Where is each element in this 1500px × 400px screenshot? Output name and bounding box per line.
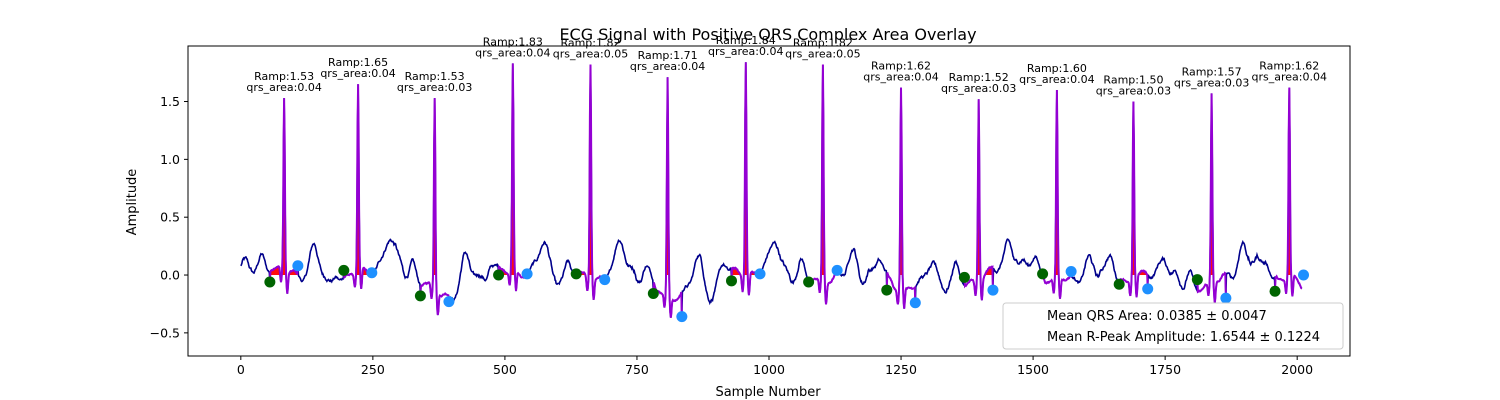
y-tick-label: 1.5 (160, 94, 180, 109)
qrs-onset-marker (881, 284, 893, 296)
qrs-offset-marker (831, 264, 843, 276)
qrs-area-label: qrs_area:0.04 (708, 45, 783, 58)
x-tick-label: 500 (493, 362, 517, 377)
qrs-offset-marker (676, 311, 688, 323)
ecg-signal-line (240, 62, 1303, 318)
r-amplitude-label: Ramp:1.83 (483, 35, 543, 48)
qrs-area-label: qrs_area:0.04 (1019, 73, 1094, 86)
r-amplitude-label: Ramp:1.52 (949, 71, 1009, 84)
legend-entry-r-peak-amplitude: Mean R-Peak Amplitude: 1.6544 ± 0.1224 (1047, 330, 1320, 345)
qrs-segment-line (885, 87, 917, 309)
qrs-segment-line (1041, 89, 1073, 299)
y-tick-label: 1.0 (160, 152, 180, 167)
qrs-offset-marker (1298, 269, 1310, 281)
qrs-area-label: qrs_area:0.04 (630, 60, 705, 73)
r-amplitude-label: Ramp:1.53 (254, 70, 314, 83)
legend-entry-qrs-area: Mean QRS Area: 0.0385 ± 0.0047 (1047, 309, 1267, 324)
r-amplitude-label: Ramp:1.50 (1103, 74, 1163, 87)
qrs-onset-marker (570, 268, 582, 280)
qrs-area-label: qrs_area:0.03 (1096, 85, 1171, 98)
y-tick-label: 0.0 (160, 268, 180, 283)
legend: Mean QRS Area: 0.0385 ± 0.0047 Mean R-Pe… (1002, 302, 1344, 350)
qrs-onset-marker (958, 271, 970, 283)
qrs-onset-marker (1113, 278, 1125, 290)
qrs-area-label: qrs_area:0.05 (785, 48, 860, 61)
qrs-area-label: qrs_area:0.04 (246, 81, 321, 94)
qrs-area-label: qrs_area:0.03 (1174, 76, 1249, 89)
qrs-area-label: qrs_area:0.04 (475, 46, 550, 59)
r-amplitude-label: Ramp:1.62 (871, 60, 931, 73)
x-tick-label: 1250 (885, 362, 917, 377)
r-amplitude-label: Ramp:1.60 (1027, 62, 1087, 75)
x-tick-label: 250 (361, 362, 385, 377)
r-amplitude-label: Ramp:1.62 (1259, 60, 1319, 73)
qrs-area-label: qrs_area:0.04 (320, 67, 395, 80)
qrs-onset-marker (1269, 285, 1281, 297)
x-tick-label: 1000 (753, 362, 785, 377)
qrs-onset-marker (803, 276, 815, 288)
r-amplitude-label: Ramp:1.57 (1182, 65, 1242, 78)
qrs-area-label: qrs_area:0.04 (1252, 71, 1327, 84)
r-amplitude-label: Ramp:1.84 (716, 34, 776, 47)
x-tick-label: 1500 (1017, 362, 1049, 377)
qrs-onset-marker (264, 276, 276, 288)
y-tick-label: −0.5 (150, 325, 180, 340)
qrs-onset-marker (1191, 274, 1203, 286)
qrs-area-label: qrs_area:0.05 (553, 48, 628, 61)
qrs-segment-line (1118, 101, 1149, 298)
qrs-segment-line (1274, 87, 1303, 297)
y-axis-label: Amplitude (125, 169, 140, 236)
x-tick-label: 0 (237, 362, 245, 377)
qrs-segment-line (1196, 93, 1227, 304)
qrs-offset-marker (443, 296, 455, 308)
legend-box (1002, 302, 1344, 350)
qrs-onset-marker (493, 269, 505, 281)
qrs-offset-marker (1220, 292, 1232, 304)
x-tick-label: 750 (625, 362, 649, 377)
qrs-segment-line (963, 99, 994, 301)
qrs-segment-line (419, 98, 450, 316)
qrs-offset-marker (1142, 283, 1154, 295)
qrs-area-label: qrs_area:0.03 (397, 81, 472, 94)
qrs-offset-marker (1065, 266, 1077, 278)
qrs-offset-marker (292, 260, 304, 272)
qrs-area-label: qrs_area:0.03 (941, 82, 1016, 95)
qrs-segment-line (652, 77, 683, 318)
qrs-onset-marker (414, 290, 426, 302)
x-axis-label: Sample Number (715, 385, 821, 400)
qrs-onset-marker (647, 288, 659, 300)
qrs-segment-line (497, 63, 529, 292)
qrs-offset-marker (521, 268, 533, 280)
x-tick-label: 2000 (1281, 362, 1313, 377)
qrs-offset-marker (909, 297, 921, 309)
chart-title: ECG Signal with Positive QRS Complex Are… (559, 25, 976, 44)
qrs-offset-marker (366, 267, 378, 279)
qrs-onset-marker (1037, 268, 1049, 280)
qrs-offset-marker (754, 268, 766, 280)
plot-layer: Ramp:1.53qrs_area:0.04Ramp:1.65qrs_area:… (150, 34, 1351, 377)
qrs-offset-marker (599, 274, 611, 286)
y-tick-label: 0.5 (160, 210, 180, 225)
qrs-onset-marker (338, 264, 350, 276)
r-amplitude-label: Ramp:1.71 (638, 49, 698, 62)
r-amplitude-label: Ramp:1.53 (405, 70, 465, 83)
x-tick-label: 1750 (1149, 362, 1181, 377)
r-amplitude-label: Ramp:1.65 (328, 56, 388, 69)
qrs-area-label: qrs_area:0.04 (863, 71, 938, 84)
qrs-onset-marker (725, 275, 737, 287)
qrs-offset-marker (987, 284, 999, 296)
qrs-segment-line (268, 98, 299, 294)
